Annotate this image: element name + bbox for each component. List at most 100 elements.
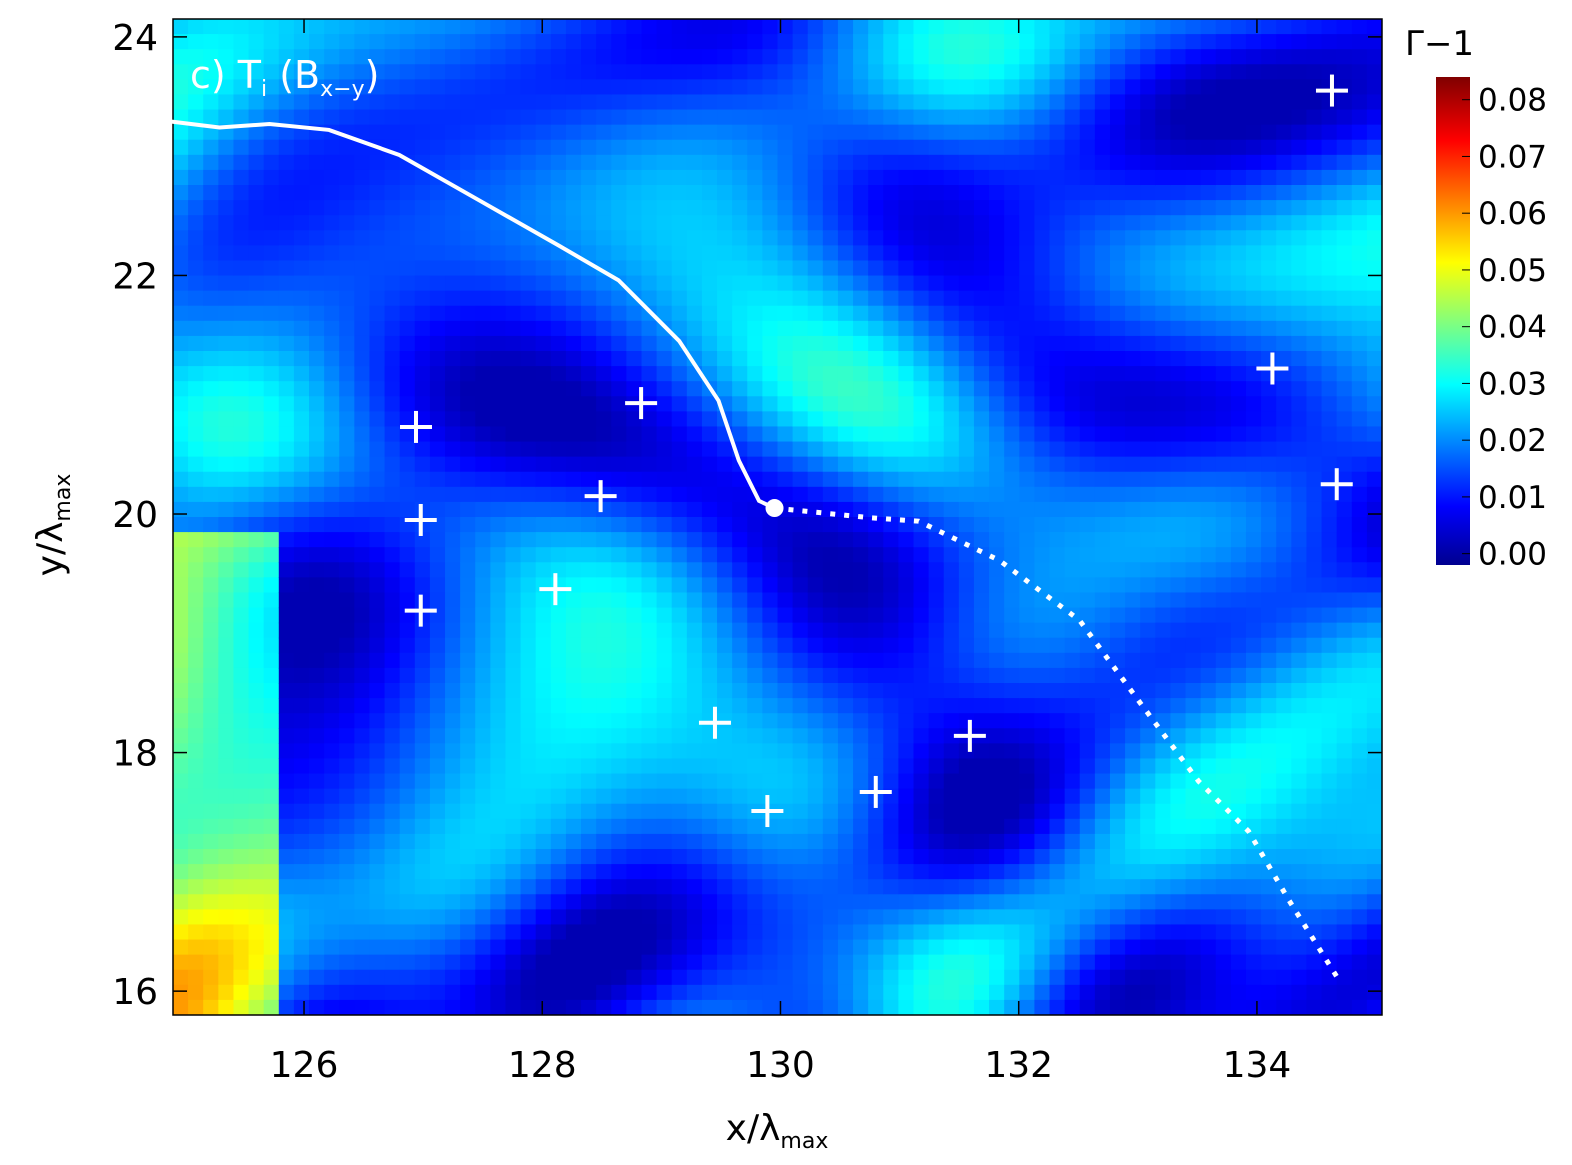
heatmap-texture bbox=[611, 879, 627, 895]
heatmap-texture bbox=[1125, 969, 1141, 986]
heatmap-texture bbox=[1276, 486, 1292, 503]
heatmap-texture bbox=[248, 396, 265, 412]
heatmap-texture bbox=[822, 245, 839, 262]
heatmap-texture bbox=[399, 803, 416, 820]
heatmap-texture bbox=[1079, 547, 1096, 563]
heatmap-texture bbox=[1261, 49, 1277, 65]
heatmap-texture bbox=[943, 803, 960, 820]
heatmap-texture bbox=[762, 652, 779, 669]
heatmap-texture bbox=[309, 818, 325, 835]
heatmap-texture bbox=[263, 833, 280, 850]
heatmap-texture bbox=[701, 969, 718, 986]
heatmap-texture bbox=[188, 351, 204, 367]
heatmap-texture bbox=[928, 351, 945, 367]
heatmap-texture bbox=[1004, 305, 1020, 322]
heatmap-texture bbox=[535, 200, 552, 216]
heatmap-texture bbox=[611, 501, 627, 518]
heatmap-texture bbox=[399, 169, 416, 186]
heatmap-texture bbox=[324, 154, 340, 171]
heatmap-texture bbox=[973, 532, 990, 548]
heatmap-texture bbox=[928, 713, 945, 729]
heatmap-texture bbox=[1261, 547, 1277, 563]
heatmap-texture bbox=[1200, 139, 1217, 156]
heatmap-texture bbox=[913, 622, 930, 639]
heatmap-texture bbox=[475, 909, 491, 926]
heatmap-texture bbox=[747, 924, 763, 941]
heatmap-texture bbox=[354, 592, 371, 609]
heatmap-texture bbox=[1261, 667, 1277, 684]
heatmap-texture bbox=[1261, 19, 1277, 35]
heatmap-texture bbox=[490, 441, 507, 458]
heatmap-texture bbox=[928, 456, 945, 473]
heatmap-texture bbox=[354, 49, 371, 65]
heatmap-texture bbox=[611, 456, 627, 473]
heatmap-texture bbox=[188, 501, 204, 518]
heatmap-texture bbox=[958, 486, 975, 503]
heatmap-texture bbox=[1291, 169, 1308, 186]
heatmap-texture bbox=[792, 124, 809, 141]
heatmap-texture bbox=[581, 215, 597, 231]
heatmap-texture bbox=[535, 154, 552, 171]
heatmap-texture bbox=[324, 592, 340, 609]
heatmap-texture bbox=[686, 788, 703, 805]
heatmap-texture bbox=[445, 49, 461, 65]
heatmap-texture bbox=[822, 260, 839, 277]
heatmap-texture bbox=[520, 698, 537, 714]
heatmap-texture bbox=[324, 501, 340, 518]
heatmap-texture bbox=[1155, 456, 1172, 473]
heatmap-texture bbox=[1004, 939, 1020, 956]
heatmap-texture bbox=[535, 758, 552, 775]
heatmap-texture bbox=[565, 607, 582, 624]
heatmap-texture bbox=[1276, 788, 1292, 805]
heatmap-texture bbox=[263, 139, 280, 156]
heatmap-texture bbox=[1004, 622, 1020, 639]
heatmap-texture bbox=[203, 984, 219, 1001]
heatmap-texture bbox=[1094, 864, 1111, 880]
heatmap-texture bbox=[928, 335, 945, 352]
heatmap-texture bbox=[490, 833, 507, 850]
heatmap-texture bbox=[701, 939, 718, 956]
heatmap-texture bbox=[853, 939, 869, 956]
heatmap-texture bbox=[581, 803, 597, 820]
heatmap-texture bbox=[928, 154, 945, 171]
heatmap-texture bbox=[656, 713, 673, 729]
heatmap-texture bbox=[384, 486, 401, 503]
heatmap-texture bbox=[1049, 19, 1066, 35]
heatmap-texture bbox=[203, 728, 219, 744]
heatmap-texture bbox=[928, 788, 945, 805]
heatmap-texture bbox=[1291, 758, 1308, 775]
heatmap-texture bbox=[1230, 864, 1247, 880]
heatmap-texture bbox=[641, 592, 658, 609]
heatmap-texture bbox=[324, 879, 340, 895]
heatmap-texture bbox=[339, 637, 355, 654]
heatmap-texture bbox=[414, 366, 431, 382]
heatmap-texture bbox=[173, 185, 189, 201]
heatmap-texture bbox=[203, 290, 219, 307]
heatmap-texture bbox=[1125, 592, 1141, 609]
heatmap-texture bbox=[354, 818, 371, 835]
heatmap-texture bbox=[1049, 501, 1066, 518]
heatmap-texture bbox=[868, 471, 884, 488]
heatmap-texture bbox=[958, 426, 975, 443]
heatmap-texture bbox=[1094, 939, 1111, 956]
heatmap-texture bbox=[762, 637, 779, 654]
heatmap-texture bbox=[218, 939, 235, 956]
heatmap-texture bbox=[278, 728, 295, 744]
heatmap-texture bbox=[278, 34, 295, 50]
heatmap-texture bbox=[1306, 139, 1323, 156]
heatmap-texture bbox=[762, 230, 779, 246]
heatmap-texture bbox=[384, 592, 401, 609]
heatmap-texture bbox=[414, 185, 431, 201]
heatmap-texture bbox=[822, 773, 839, 790]
heatmap-texture bbox=[853, 909, 869, 926]
heatmap-texture bbox=[762, 607, 779, 624]
heatmap-texture bbox=[505, 547, 522, 563]
heatmap-texture bbox=[324, 19, 340, 35]
heatmap-texture bbox=[641, 547, 658, 563]
heatmap-texture bbox=[1185, 169, 1202, 186]
heatmap-texture bbox=[535, 320, 552, 337]
heatmap-texture bbox=[535, 215, 552, 231]
heatmap-texture bbox=[807, 713, 824, 729]
heatmap-texture bbox=[701, 79, 718, 96]
heatmap-texture bbox=[188, 954, 204, 971]
